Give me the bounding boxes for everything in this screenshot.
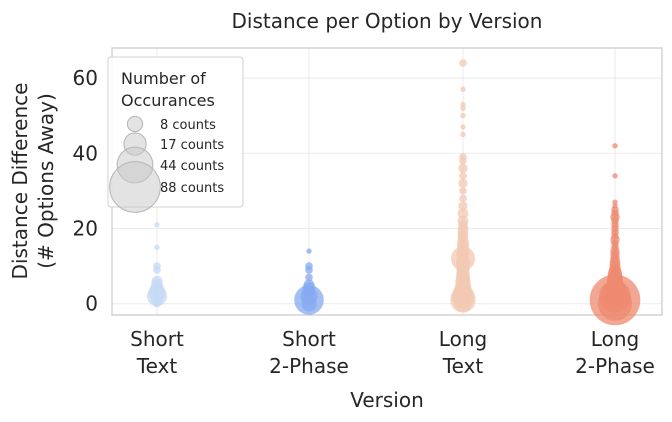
data-point (611, 239, 619, 248)
data-point (454, 295, 472, 313)
data-point (458, 163, 468, 174)
data-point (460, 86, 466, 93)
data-point (611, 217, 619, 225)
x-tick-label: Long (439, 327, 487, 351)
legend-title-line-2: Occurances (121, 91, 215, 110)
data-point (458, 201, 468, 211)
x-tick-label: 2-Phase (269, 354, 349, 378)
legend-label: 44 counts (160, 159, 224, 174)
data-point (151, 275, 163, 287)
data-point (612, 199, 618, 205)
data-point (153, 262, 161, 270)
x-tick-label: Short (130, 327, 184, 351)
data-point (459, 194, 467, 203)
x-tick-label: Text (136, 354, 178, 378)
data-point (458, 178, 468, 189)
x-tick-label: Short (282, 327, 336, 351)
legend-label: 17 counts (160, 138, 224, 153)
data-point (460, 124, 466, 130)
data-markers (146, 59, 641, 326)
data-point (459, 187, 467, 195)
x-axis-label: Version (350, 388, 424, 412)
y-axis-label: Distance Difference (# Options Away) (8, 83, 58, 280)
x-tick-label: Text (442, 354, 484, 378)
data-point (460, 101, 466, 108)
x-tick-label: Long (591, 327, 639, 351)
data-point (458, 220, 468, 230)
data-point (457, 208, 469, 219)
data-point (612, 203, 618, 209)
data-point (460, 112, 466, 119)
data-point (153, 299, 161, 308)
data-point (301, 296, 317, 312)
y-axis-label-line-2: (# Options Away) (34, 93, 58, 269)
data-point (302, 286, 316, 299)
legend-title-line-1: Number of (121, 69, 206, 88)
data-point (303, 279, 315, 291)
legend-label: 88 counts (160, 181, 224, 196)
data-point (459, 59, 467, 67)
data-point (460, 131, 466, 138)
data-point (612, 173, 618, 179)
y-axis-label-line-1: Distance Difference (8, 83, 32, 280)
data-point (305, 273, 313, 282)
data-point (306, 248, 312, 254)
chart-title: Distance per Option by Version (232, 9, 543, 33)
x-tick-label: 2-Phase (575, 354, 655, 378)
y-tick-label: 60 (73, 66, 98, 90)
data-point (305, 262, 313, 270)
data-point (459, 153, 467, 161)
y-tick-label: 40 (73, 141, 98, 165)
legend: Number of Occurances 8 counts 17 counts 44… (107, 56, 244, 213)
data-point (612, 143, 618, 149)
y-tick-label: 20 (73, 217, 98, 241)
y-axis-ticks: 0 20 40 60 (73, 66, 98, 316)
data-point (154, 244, 160, 251)
data-point (459, 172, 467, 180)
data-point (460, 105, 466, 111)
legend-marker (126, 115, 144, 133)
data-point (154, 222, 160, 228)
legend-marker (109, 161, 161, 213)
legend-label: 8 counts (160, 118, 216, 133)
x-axis-ticks: Short Text Short 2-Phase Long Text Long 2-Phase (130, 327, 655, 378)
data-point (456, 259, 470, 273)
y-tick-label: 0 (85, 292, 98, 316)
legend-entries: 8 counts 17 counts 44 counts 88 counts (109, 115, 224, 213)
